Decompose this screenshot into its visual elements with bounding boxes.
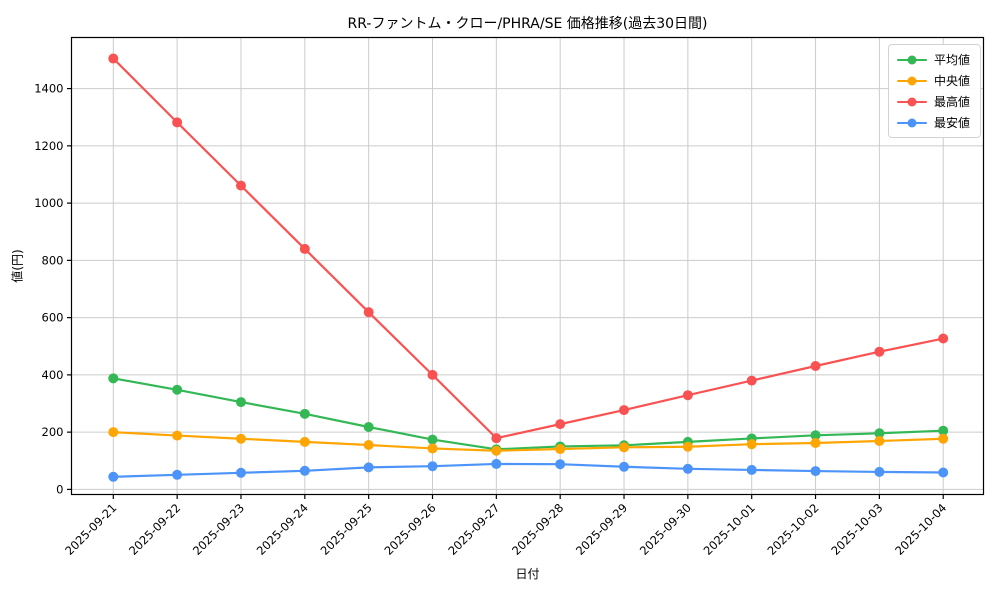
series-marker-min	[108, 471, 119, 482]
y-tick-label: 400	[42, 368, 64, 382]
series-marker-median	[108, 427, 119, 438]
series-marker-max	[363, 307, 374, 318]
series-marker-max	[172, 117, 183, 128]
series-marker-max	[491, 433, 502, 444]
legend-swatch-average	[897, 54, 927, 65]
series-marker-median	[874, 436, 885, 447]
series-marker-min	[363, 462, 374, 473]
series-marker-max	[874, 346, 885, 357]
legend-label: 中央値	[934, 74, 971, 88]
series-marker-min	[874, 466, 885, 477]
legend-swatch-min	[897, 117, 927, 128]
legend-item-average: 平均値	[897, 51, 970, 68]
x-tick-label: 2025-09-28	[509, 501, 566, 558]
x-tick-label: 2025-09-22	[126, 501, 183, 558]
series-marker-average	[427, 434, 438, 445]
y-tick-label: 600	[42, 311, 64, 325]
y-tick-label: 1200	[34, 139, 63, 153]
series-marker-average	[874, 428, 885, 439]
series-marker-max	[235, 180, 246, 191]
y-tick-label: 0	[56, 482, 63, 496]
series-marker-max	[938, 333, 949, 344]
x-tick-label: 2025-10-04	[892, 501, 949, 558]
series-marker-median	[427, 443, 438, 454]
legend-label: 最安値	[934, 116, 971, 130]
series-marker-average	[299, 408, 310, 419]
series-marker-average	[108, 373, 119, 384]
series-marker-min	[682, 463, 693, 474]
x-tick-label: 2025-09-27	[445, 501, 502, 558]
x-tick-label: 2025-09-24	[254, 501, 311, 558]
series-marker-median	[491, 445, 502, 456]
y-tick-label: 1400	[34, 82, 63, 96]
series-marker-max	[810, 361, 821, 372]
series-marker-min	[810, 466, 821, 477]
y-axis-label: 値(円)	[10, 249, 25, 283]
series-marker-max	[108, 53, 119, 64]
x-tick-label: 2025-09-29	[573, 501, 630, 558]
x-tick-label: 2025-09-30	[637, 501, 694, 558]
series-marker-median	[235, 433, 246, 444]
series-marker-min	[299, 465, 310, 476]
series-marker-max	[682, 390, 693, 401]
series-marker-max	[746, 375, 757, 386]
series-marker-min	[172, 469, 183, 480]
legend-swatch-median	[897, 75, 927, 86]
legend-swatch-max	[897, 96, 927, 107]
series-marker-median	[938, 433, 949, 444]
legend: 平均値 中央値 最高値 最安値	[888, 44, 982, 138]
series-marker-median	[172, 430, 183, 441]
x-tick-label: 2025-09-25	[318, 501, 375, 558]
series-marker-median	[682, 441, 693, 452]
series-marker-max	[555, 419, 566, 430]
series-marker-median	[363, 440, 374, 451]
x-tick-label: 2025-10-01	[701, 501, 758, 558]
series-line-average	[112, 377, 945, 451]
chart-title: RR-ファントム・クロー/PHRA/SE 価格推移(過去30日間)	[347, 16, 708, 32]
x-axis-label: 日付	[515, 567, 540, 581]
series-line-min	[112, 462, 945, 478]
series-marker-average	[810, 430, 821, 441]
series-marker-min	[619, 461, 630, 472]
series-marker-median	[746, 439, 757, 450]
series-marker-min	[491, 458, 502, 469]
series-marker-average	[235, 397, 246, 408]
series-marker-max	[619, 405, 630, 416]
x-tick-label: 2025-10-03	[828, 501, 885, 558]
legend-label: 平均値	[934, 53, 971, 67]
series-marker-median	[299, 436, 310, 447]
series-marker-max	[427, 369, 438, 380]
x-tick-label: 2025-09-21	[62, 501, 119, 558]
series-marker-median	[555, 444, 566, 455]
series-marker-min	[746, 464, 757, 475]
series-marker-average	[363, 421, 374, 432]
y-tick-label: 800	[42, 253, 64, 267]
legend-label: 最高値	[934, 95, 971, 109]
series-marker-min	[427, 461, 438, 472]
legend-item-max: 最高値	[897, 93, 970, 110]
series-line-median	[112, 431, 945, 452]
y-tick-label: 200	[42, 425, 64, 439]
series-marker-min	[938, 467, 949, 478]
plot-border	[70, 36, 985, 496]
series-line-max	[112, 57, 945, 440]
x-tick-label: 2025-10-02	[764, 501, 821, 558]
x-tick-label: 2025-09-26	[381, 501, 438, 558]
y-tick-label: 1000	[34, 196, 63, 210]
series-marker-min	[235, 467, 246, 478]
legend-item-median: 中央値	[897, 72, 970, 89]
series-marker-min	[555, 459, 566, 470]
series-marker-median	[619, 442, 630, 453]
series-marker-average	[172, 384, 183, 395]
series-marker-max	[299, 243, 310, 254]
legend-item-min: 最安値	[897, 114, 970, 131]
series-marker-median	[810, 438, 821, 449]
x-tick-label: 2025-09-23	[190, 501, 247, 558]
series-marker-average	[938, 425, 949, 436]
